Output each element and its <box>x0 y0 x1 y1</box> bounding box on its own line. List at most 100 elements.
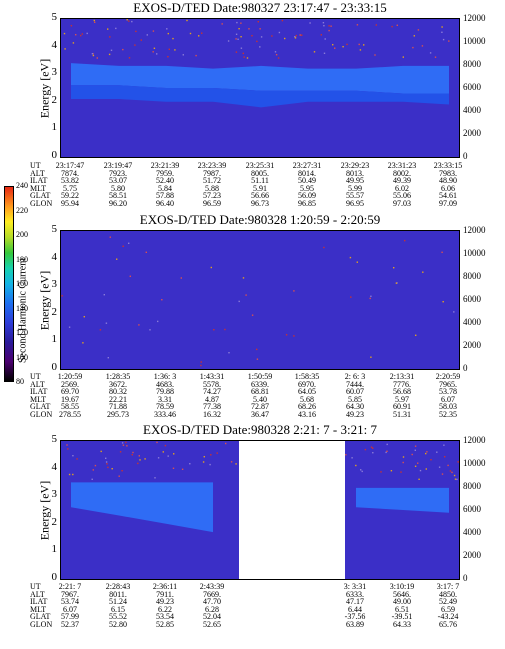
y-tick-label: 5 <box>51 11 58 23</box>
noise-speckle <box>271 35 273 37</box>
ephemeris-cell: 6.07 <box>441 394 455 404</box>
ephemeris-row-label: GLAT <box>30 191 51 201</box>
noise-speckle <box>128 242 130 244</box>
noise-speckle <box>412 46 414 49</box>
noise-speckle <box>275 54 278 56</box>
noise-speckle <box>413 35 415 37</box>
noise-speckle <box>132 451 134 454</box>
ephemeris-cell: 58.51 <box>109 191 127 201</box>
ephemeris-cell: 95.94 <box>61 199 79 208</box>
ephemeris-cell: 51.24 <box>109 597 127 607</box>
ephemeris-cell: 23:27:31 <box>292 161 322 170</box>
ephemeris-cell: 23:31:23 <box>387 161 417 170</box>
noise-speckle <box>140 39 142 41</box>
noise-speckle <box>76 458 78 460</box>
ephemeris-cell: 1:28:35 <box>105 372 131 381</box>
ephemeris-cell: 2: 6: 3 <box>344 372 366 381</box>
ephemeris-cell: 55.06 <box>393 191 411 201</box>
noise-speckle <box>370 446 373 448</box>
ephemeris-cell: 53.82 <box>61 176 79 186</box>
noise-speckle <box>134 44 136 46</box>
ephemeris-cell: 64.30 <box>346 402 364 412</box>
ephemeris-cell: 5.88 <box>205 183 219 193</box>
noise-speckle <box>299 34 301 36</box>
ephemeris-cell: 23:25:31 <box>245 161 275 170</box>
ephemeris-cell: 56.09 <box>298 191 316 201</box>
colorbar-tick-label: 200 <box>16 230 28 239</box>
noise-speckle <box>103 294 105 296</box>
noise-speckle <box>396 24 398 26</box>
noise-speckle <box>320 34 322 36</box>
noise-speckle <box>129 275 131 277</box>
ephemeris-cell: 7669. <box>203 589 221 599</box>
noise-speckle <box>195 54 197 57</box>
noise-speckle <box>294 37 297 39</box>
noise-speckle <box>456 478 458 481</box>
ephemeris-cell: 3672. <box>109 379 127 389</box>
ephemeris-cell: 49.23 <box>156 597 174 607</box>
ephemeris-cell: 53.07 <box>109 176 127 186</box>
noise-speckle <box>236 21 238 24</box>
noise-speckle <box>128 20 130 22</box>
ephemeris-cell: 47.17 <box>346 597 364 607</box>
ephemeris-cell: 96.95 <box>346 199 364 208</box>
colorbar-label: Second Harmonic Current <box>17 258 29 363</box>
noise-speckle <box>173 453 175 455</box>
y2-tick-label: 4000 <box>463 317 481 327</box>
noise-speckle <box>146 34 148 36</box>
noise-speckle <box>105 457 107 459</box>
noise-speckle <box>323 246 325 249</box>
noise-speckle <box>434 56 437 58</box>
data-gap <box>239 441 345 579</box>
noise-speckle <box>174 49 176 51</box>
ephemeris-cell: 96.20 <box>109 199 127 208</box>
noise-speckle <box>237 38 239 40</box>
ephemeris-cell: 4.87 <box>205 394 219 404</box>
y-tick-label: 2 <box>51 515 58 528</box>
noise-speckle <box>122 245 124 247</box>
noise-speckle <box>68 473 71 476</box>
noise-speckle <box>72 42 75 44</box>
ephemeris-cell: 5578. <box>203 379 221 389</box>
colorbar-tick-label: 140 <box>16 303 28 313</box>
ephemeris-cell: 64.33 <box>393 620 411 629</box>
noise-speckle <box>293 290 295 292</box>
ephemeris-cell: 60.07 <box>346 387 364 397</box>
noise-speckle <box>447 464 449 467</box>
ephemeris-cell: 23:21:39 <box>150 161 180 170</box>
ephemeris-cell: 278.55 <box>59 410 81 419</box>
noise-speckle <box>81 33 83 35</box>
noise-speckle <box>116 258 118 260</box>
noise-speckle <box>425 452 427 455</box>
noise-speckle <box>167 32 169 35</box>
noise-speckle <box>131 20 133 23</box>
noise-speckle <box>107 28 109 30</box>
noise-speckle <box>449 470 452 472</box>
noise-speckle <box>201 32 203 34</box>
noise-speckle <box>330 25 332 27</box>
noise-speckle <box>256 358 259 360</box>
noise-speckle <box>259 28 261 30</box>
ephemeris-cell: 52.40 <box>156 176 174 186</box>
noise-speckle <box>385 451 387 454</box>
noise-speckle <box>395 282 398 284</box>
ephemeris-cell: 2:28:43 <box>105 582 131 591</box>
ephemeris-cell: 55.57 <box>346 191 364 201</box>
ephemeris-cell: 5.68 <box>300 394 314 404</box>
y2-tick-label: 10000 <box>463 458 486 468</box>
colorbar-tick-label: 80 <box>16 377 24 386</box>
ephemeris-cell: 48.90 <box>439 176 457 186</box>
ephemeris-cell: 68.26 <box>298 402 316 412</box>
noise-speckle <box>419 469 422 472</box>
noise-speckle <box>96 57 98 59</box>
noise-speckle <box>285 334 288 336</box>
intensity-band <box>71 85 449 108</box>
ephemeris-cell: 2:36:11 <box>152 582 178 591</box>
noise-speckle <box>364 448 367 451</box>
ephemeris-cell: 58.55 <box>61 402 79 412</box>
noise-speckle <box>322 22 325 24</box>
ephemeris-cell: 6.22 <box>158 604 172 614</box>
noise-speckle <box>107 357 109 359</box>
noise-speckle <box>370 356 372 358</box>
noise-speckle <box>189 463 191 465</box>
